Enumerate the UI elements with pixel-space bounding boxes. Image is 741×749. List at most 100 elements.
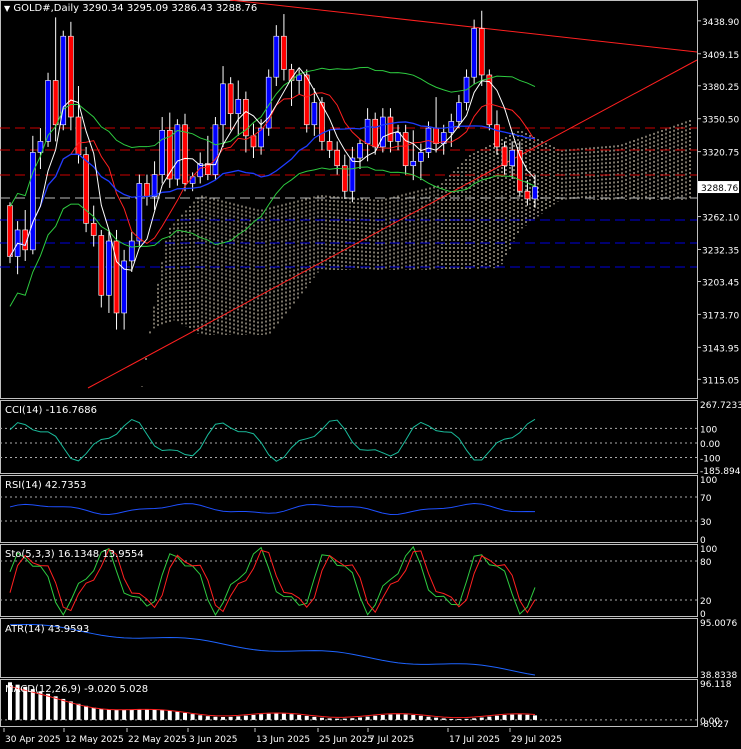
indicator-panes: [0, 418, 697, 721]
macd-bar: [122, 709, 127, 720]
price-tick-label: 3203.45: [702, 278, 739, 288]
macd-bar: [411, 715, 416, 720]
macd-bar: [175, 711, 180, 720]
macd-bar: [266, 713, 271, 720]
macd-bar: [502, 715, 507, 720]
macd-title: MACD(12,26,9) -9.020 5.028: [5, 684, 149, 695]
candle-body: [478, 28, 485, 76]
macd-bar: [289, 714, 294, 720]
candle-body: [402, 132, 409, 167]
macd-bar: [84, 705, 89, 720]
price-tick-label: 3232.35: [702, 246, 739, 256]
candle-body: [258, 127, 264, 148]
candle-body: [418, 152, 424, 162]
time-tick-label: 30 Apr 2025: [5, 735, 61, 745]
candle-body: [380, 116, 386, 148]
macd-bar: [53, 696, 58, 720]
price-tick-label: 3409.15: [702, 51, 739, 61]
macd-bar: [533, 715, 537, 720]
macd-bar: [46, 693, 51, 720]
candle-body: [296, 74, 302, 81]
cci-title: CCI(14) -116.7686: [5, 405, 97, 416]
macd-bar: [129, 709, 134, 720]
pane-frame: [0, 0, 698, 399]
time-tick-label: 25 Jun 2025: [319, 735, 373, 745]
candle-body: [243, 99, 249, 137]
macd-bar: [8, 682, 12, 720]
macd-bar: [15, 684, 20, 720]
macd-bar: [525, 714, 530, 720]
candle-body: [113, 240, 120, 314]
candle-body: [235, 99, 242, 115]
candle-body: [265, 76, 272, 129]
macd-bar: [494, 715, 499, 720]
macd-bar: [426, 716, 431, 720]
macd-bar: [274, 713, 279, 720]
price-tick-label: 3262.10: [702, 214, 739, 224]
macd-bar: [449, 718, 454, 720]
candle-body: [75, 116, 82, 155]
trendline-up: [87, 59, 698, 389]
atr-line: [9, 623, 536, 676]
candle-body: [334, 149, 340, 167]
macd-bar: [114, 709, 119, 720]
candle-body: [357, 143, 363, 159]
macd-bar: [167, 710, 172, 720]
candle-body: [30, 152, 36, 251]
time-axis: 30 Apr 2025 12 May 2025 22 May 2025 3 Jun 2…: [3, 728, 562, 745]
stoch-axis-label: 0: [700, 610, 706, 620]
macd-bar: [388, 714, 393, 720]
candle-body: [144, 183, 150, 198]
macd-bar: [183, 712, 187, 720]
macd-bar: [281, 713, 286, 720]
macd-bar: [228, 716, 233, 720]
macd-bar: [251, 714, 256, 720]
candle-body: [341, 165, 348, 192]
time-tick-label: 17 Jul 2025: [449, 735, 500, 745]
price-tick-label: 3143.95: [702, 344, 739, 354]
current-price-box: [698, 181, 739, 194]
candle-body: [166, 130, 173, 180]
stoch-axis-label: 20: [700, 597, 712, 607]
candle-body: [471, 28, 477, 78]
macd-bar: [403, 714, 408, 720]
macd-bar: [441, 718, 446, 720]
cci-axis-label: 0.00: [700, 440, 720, 450]
macd-bar: [517, 714, 522, 720]
candle-body: [174, 124, 181, 180]
atr-axis-label: 38.8338: [700, 671, 737, 681]
candle-body: [250, 135, 257, 148]
atr-title: ATR(14) 43.9593: [5, 624, 90, 635]
kijun-line: [9, 121, 536, 257]
candle-body: [7, 205, 13, 257]
candle-body: [456, 102, 462, 122]
macd-signal-line: [9, 685, 536, 719]
macd-bar: [61, 698, 66, 720]
candle-body: [387, 116, 394, 142]
stoch-axis-label: 100: [700, 545, 717, 555]
macd-bar: [456, 719, 461, 720]
candle-body: [273, 35, 280, 78]
candle-body: [212, 124, 219, 175]
rsi-title: RSI(14) 42.7353: [5, 480, 87, 491]
candle-body: [83, 154, 89, 224]
macd-bar: [106, 709, 111, 720]
candle-body: [52, 80, 59, 126]
macd-bar: [335, 718, 340, 720]
candle-body: [37, 141, 44, 153]
rsi-axis-label: 0: [700, 536, 706, 546]
ohlc-values: 3290.34 3295.09 3286.43 3288.76: [82, 3, 258, 14]
macd-bar: [342, 718, 347, 720]
stoch-title: Sto(5,3,3) 16.1348 13.9554: [5, 549, 144, 560]
candle-body: [509, 149, 515, 167]
macd-bar: [380, 715, 385, 720]
rsi-axis-label: 30: [700, 518, 712, 528]
candle-body: [410, 161, 417, 167]
candle-body: [532, 186, 538, 200]
candle-body: [189, 176, 196, 184]
ma-line: [9, 66, 536, 271]
macd-bar: [418, 715, 423, 720]
pane-frame: [0, 544, 698, 617]
time-tick-label: 13 Jun 2025: [256, 735, 310, 745]
